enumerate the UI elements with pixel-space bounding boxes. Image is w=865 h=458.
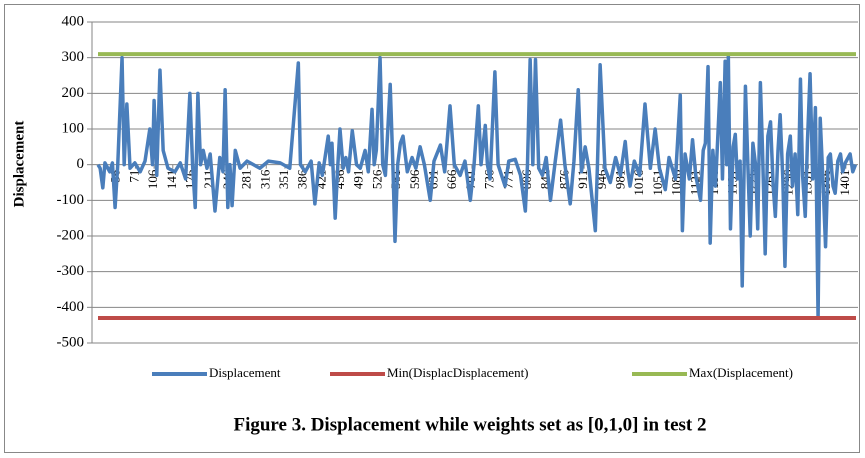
y-tick-label: -300 [57,263,85,279]
x-tick-label: 281 [239,170,254,190]
x-tick-label: 141 [164,170,179,190]
y-tick-label: -500 [57,334,85,350]
x-tick-label: 596 [407,169,422,189]
chart-frame [4,4,860,453]
y-tick-label: 200 [62,85,85,101]
x-tick-label: 526 [369,169,384,189]
x-tick-label: 491 [351,170,366,190]
x-tick-label: 666 [444,169,459,189]
y-tick-label: 300 [62,49,85,65]
series-line [96,54,858,320]
x-tick-label: 386 [295,169,310,189]
legend-label: Min(DisplacDisplacement) [387,365,529,380]
x-tick-label: 351 [276,170,291,190]
x-tick-label: 1401 [837,170,852,196]
y-tick-label: 100 [62,120,85,136]
y-tick-label: -100 [57,192,85,208]
y-tick-label: 0 [77,156,85,172]
x-tick-label: 71 [126,170,141,183]
y-axis-label: Displacement [11,121,27,208]
y-tick-label: 400 [62,13,85,29]
x-tick-label: 316 [257,169,272,189]
legend-label: Max(Displacement) [689,365,793,380]
x-tick-label: 911 [575,170,590,189]
x-tick-label: 1016 [631,169,646,196]
caption: Figure 3. Displacement while weights set… [233,414,706,435]
y-tick-label: -400 [57,299,85,315]
y-tick-label: -200 [57,227,85,243]
x-tick-label: 981 [612,170,627,190]
legend-label: Displacement [209,365,281,380]
